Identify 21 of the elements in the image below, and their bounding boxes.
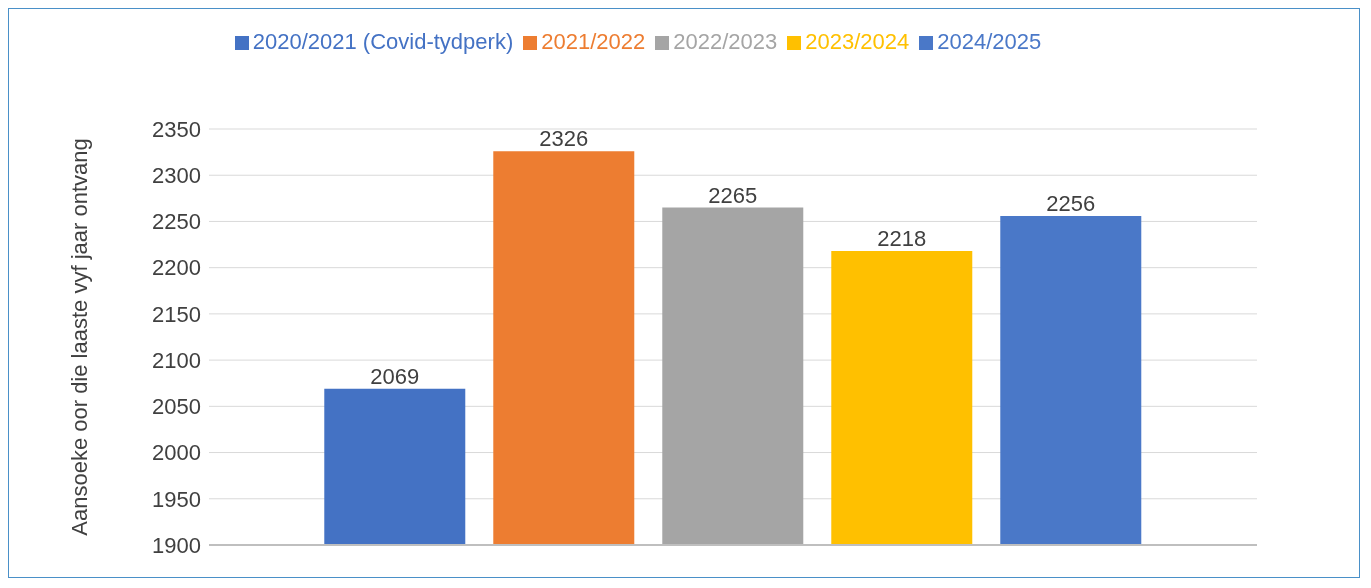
legend-label: 2023/2024: [805, 29, 910, 54]
y-tick-label: 2350: [152, 116, 201, 142]
y-tick-label: 1900: [152, 532, 201, 558]
legend-label: 2021/2022: [541, 29, 646, 54]
y-axis-title: Aansoeke oor die laaste vyf jaar ontvang: [66, 138, 92, 536]
y-tick-label: 2000: [152, 440, 201, 466]
data-label: 2265: [708, 182, 758, 208]
y-tick-label: 2050: [152, 394, 201, 420]
y-tick-label: 2300: [152, 163, 201, 189]
data-label: 2069: [370, 363, 420, 389]
y-tick-label: 2100: [152, 347, 201, 373]
y-tick-label: 2150: [152, 301, 201, 327]
y-tick-label: 2200: [152, 255, 201, 281]
legend-label: 2022/2023: [673, 29, 778, 54]
y-tick-label: 2250: [152, 209, 201, 235]
legend-label: 2024/2025: [937, 29, 1042, 54]
data-label: 2256: [1046, 190, 1096, 216]
y-tick-label: 1950: [152, 486, 201, 512]
legend-label: 2020/2021 (Covid-tydperk): [252, 29, 514, 54]
data-label: 2326: [539, 126, 589, 152]
data-label: 2218: [877, 226, 927, 252]
